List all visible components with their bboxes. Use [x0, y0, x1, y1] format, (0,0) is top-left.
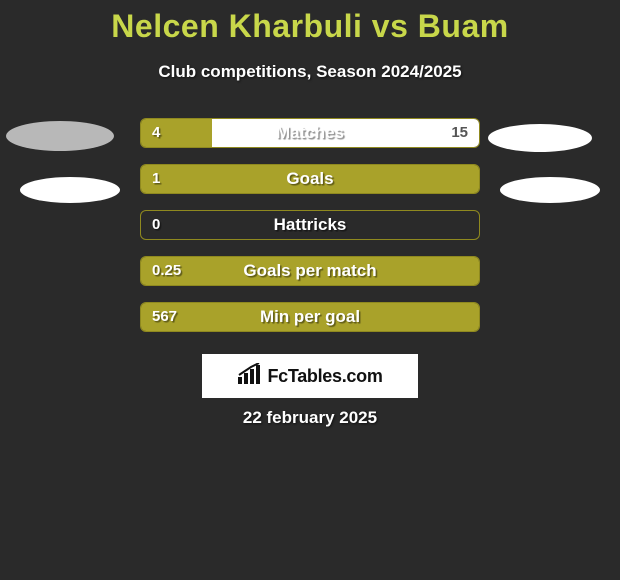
stat-value-right: 15 — [451, 118, 468, 148]
stat-bar-track — [140, 118, 480, 148]
infographic-root: Nelcen Kharbuli vs Buam Club competition… — [0, 0, 620, 580]
page-subtitle: Club competitions, Season 2024/2025 — [0, 62, 620, 82]
stat-value-left: 1 — [152, 164, 160, 194]
footer-date: 22 february 2025 — [0, 408, 620, 428]
stat-value-left: 4 — [152, 118, 160, 148]
stat-value-left: 567 — [152, 302, 177, 332]
stat-bar-fill-left — [141, 165, 479, 193]
stat-row: Goals1 — [0, 164, 620, 194]
stat-row: Matches415 — [0, 118, 620, 148]
stat-row: Hattricks0 — [0, 210, 620, 240]
stat-bar-track — [140, 302, 480, 332]
stat-row: Min per goal567 — [0, 302, 620, 332]
logo-text: FcTables.com — [267, 366, 382, 387]
stat-bar-fill-left — [141, 303, 479, 331]
page-title: Nelcen Kharbuli vs Buam — [0, 8, 620, 45]
stat-row: Goals per match0.25 — [0, 256, 620, 286]
stat-value-left: 0 — [152, 210, 160, 240]
stat-bar-track — [140, 256, 480, 286]
stat-bar-track — [140, 210, 480, 240]
stat-bar-fill-right — [212, 119, 479, 147]
logo-icon — [237, 363, 263, 390]
logo-card: FcTables.com — [202, 354, 418, 398]
stat-value-left: 0.25 — [152, 256, 181, 286]
stat-chart: Matches415Goals1Hattricks0Goals per matc… — [0, 118, 620, 348]
stat-bar-fill-left — [141, 257, 479, 285]
stat-bar-track — [140, 164, 480, 194]
